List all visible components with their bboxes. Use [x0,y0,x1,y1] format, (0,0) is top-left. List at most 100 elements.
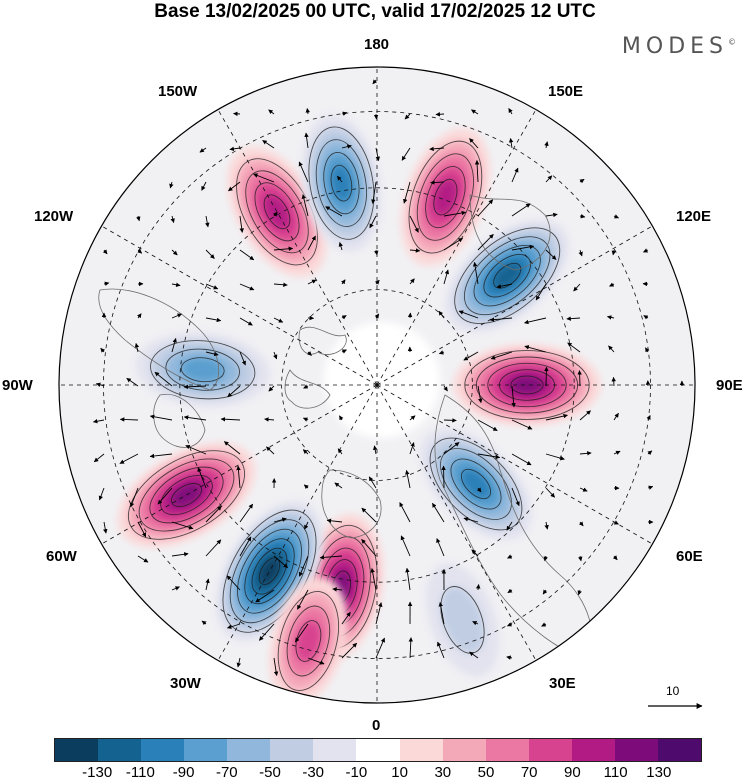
copyright-mark: © [728,37,736,47]
wind-vector [373,249,379,256]
wind-vector [273,246,294,251]
wind-vector [341,144,352,149]
wind-vector [541,622,547,627]
wind-vector [544,366,549,387]
wind-vector [273,351,278,360]
wind-vector [171,282,181,287]
wind-vector [511,167,519,183]
wind-vector [307,657,325,665]
wind-vector [239,283,255,291]
wind-vector [341,349,347,354]
wind-vector [545,175,553,183]
wind-vector [524,317,547,325]
wind-vector [578,555,583,562]
wind-vector [201,181,207,191]
wind-vector [511,419,533,430]
lon-label-0: 0 [372,717,381,734]
wind-vector [524,345,547,353]
colorbar-tick-label: 90 [564,764,581,781]
wind-vector [443,385,448,392]
reference-vector-arrow [648,703,703,709]
anomaly-blob [269,576,348,703]
wind-vector [236,465,241,489]
wind-vector [645,347,650,353]
wind-vector [361,507,377,523]
wind-vector [341,642,358,659]
wind-vector [226,623,241,629]
anomaly-blob [444,218,570,333]
wind-vector [169,181,174,189]
wind-vector [205,249,215,259]
lon-label-90e: 90E [716,377,743,394]
wind-vector [642,248,649,253]
wind-vector [443,210,467,217]
wind-vector [255,589,275,603]
lon-label-30e: 30E [549,675,576,692]
wind-vector [477,385,483,404]
meridian-line [376,225,653,386]
wind-vector [611,249,617,256]
wind-vector [326,518,343,523]
meridian-line [101,225,378,386]
wind-vector [438,310,445,319]
wind-vector [405,567,411,591]
wind-vector [266,446,275,455]
wind-vector [463,351,479,361]
modes-logo: MODES© [622,34,736,59]
wind-vector [92,418,105,424]
map-title: Base 13/02/2025 00 UTC, valid 17/02/2025… [154,1,596,22]
wind-vector [332,587,343,592]
wind-vector [496,283,513,289]
wind-vector [264,417,275,422]
wind-vector [507,554,513,559]
anomaly-blob [400,128,491,266]
wind-vector [239,249,255,261]
wind-vector [119,417,139,422]
wind-vector [579,213,586,219]
wind-vector [137,248,143,254]
colorbar-swatch [657,739,701,761]
wind-vector [361,539,377,557]
colorbar-tick-label: -90 [172,764,195,781]
wind-vector [205,578,210,591]
wind-vector [307,279,317,285]
wind-vector [239,351,246,366]
colorbar-swatch [227,739,271,761]
wind-vector [374,313,380,319]
wind-vector [307,235,316,251]
wind-vector [409,248,421,253]
wind-vector [273,282,288,288]
wind-vector [183,415,207,421]
wind-vector [566,316,581,321]
wind-vector [236,657,242,668]
wind-vector [183,384,207,390]
wind-vector [294,623,309,643]
lon-label-90w: 90W [2,377,33,394]
lon-label-150e: 150E [548,83,584,100]
wind-vector [154,371,173,387]
wind-vector [239,317,253,326]
wind-vector [262,140,275,149]
wind-vector [579,451,592,456]
wind-vector [409,415,416,421]
wind-vector [136,215,141,222]
colorbar-swatch [184,739,228,761]
wind-vector [228,181,241,192]
wind-vector [463,517,479,523]
wind-vector [375,147,380,162]
meridian-line [376,109,537,386]
wind-vector [171,586,180,591]
wind-vector [443,442,460,455]
wind-vector [577,370,582,387]
wind-vector [338,241,344,251]
wind-vector [371,181,377,204]
wind-vector [273,317,284,323]
colorbar-swatch [141,739,185,761]
colorbar-tick-label: 110 [603,764,628,781]
wind-vector [543,555,548,562]
wind-vector [325,206,343,217]
wind-vector [258,623,275,641]
wind-vector [475,584,481,591]
colorbar-ticks: -130 -110 -90 -70 -50 -30 -10 10 30 50 70 90 110 130 [54,764,702,782]
wind-vector [220,416,241,422]
